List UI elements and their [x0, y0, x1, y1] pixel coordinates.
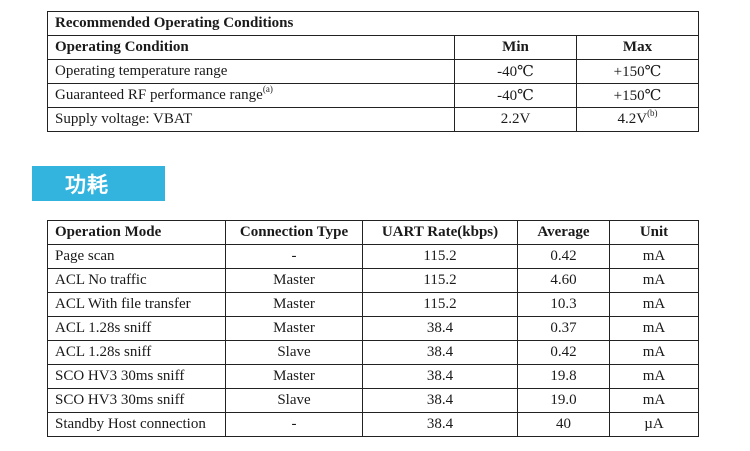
mode-cell: ACL With file transfer — [47, 292, 226, 317]
section-heading-power-consumption: 功耗 — [32, 166, 165, 201]
mode-cell: SCO HV3 30ms sniff — [47, 388, 226, 413]
uart-cell: 38.4 — [362, 316, 518, 341]
min-cell: -40℃ — [454, 83, 577, 108]
condition-text: Operating temperature range — [55, 63, 228, 79]
unit-cell: µA — [609, 412, 699, 437]
average-cell: 0.42 — [517, 244, 610, 269]
table-row: Page scan - 115.2 0.42 mA — [47, 244, 699, 269]
footnote-marker: (a) — [262, 84, 273, 94]
condition-cell: Supply voltage: VBAT — [47, 107, 455, 132]
mode-cell: ACL 1.28s sniff — [47, 340, 226, 365]
uart-cell: 115.2 — [362, 244, 518, 269]
column-header-average: Average — [517, 220, 610, 245]
condition-cell: Guaranteed RF performance range(a) — [47, 83, 455, 108]
uart-cell: 38.4 — [362, 412, 518, 437]
table-title-row: Recommended Operating Conditions — [46, 11, 700, 36]
average-cell: 0.42 — [517, 340, 610, 365]
uart-cell: 115.2 — [362, 268, 518, 293]
unit-cell: mA — [609, 292, 699, 317]
operating-conditions-table: Recommended Operating Conditions Operati… — [46, 11, 700, 132]
table-row: ACL 1.28s sniff Master 38.4 0.37 mA — [47, 316, 699, 341]
unit-cell: mA — [609, 364, 699, 389]
connection-cell: Master — [225, 316, 363, 341]
table-row: ACL With file transfer Master 115.2 10.3… — [47, 292, 699, 317]
average-cell: 0.37 — [517, 316, 610, 341]
uart-cell: 38.4 — [362, 364, 518, 389]
connection-cell: Slave — [225, 388, 363, 413]
unit-cell: mA — [609, 340, 699, 365]
uart-cell: 38.4 — [362, 388, 518, 413]
connection-cell: - — [225, 412, 363, 437]
max-cell: +150℃ — [575, 59, 700, 84]
table-row: Standby Host connection - 38.4 40 µA — [47, 412, 699, 437]
uart-cell: 38.4 — [362, 340, 518, 365]
average-cell: 40 — [517, 412, 610, 437]
uart-cell: 115.2 — [362, 292, 518, 317]
table-header-row: Operation Mode Connection Type UART Rate… — [47, 220, 699, 245]
average-cell: 4.60 — [517, 268, 610, 293]
connection-cell: Master — [225, 292, 363, 317]
column-header-min: Min — [454, 35, 577, 60]
column-header-mode: Operation Mode — [47, 220, 226, 245]
condition-text: Guaranteed RF performance range — [55, 87, 263, 103]
condition-cell: Operating temperature range — [47, 59, 455, 84]
min-cell: -40℃ — [454, 59, 577, 84]
table-row: ACL No traffic Master 115.2 4.60 mA — [47, 268, 699, 293]
table-row: Operating temperature range -40℃ +150℃ — [47, 59, 700, 84]
table-header-row: Operating Condition Min Max — [47, 35, 700, 60]
mode-cell: ACL 1.28s sniff — [47, 316, 226, 341]
column-header-connection: Connection Type — [225, 220, 363, 245]
table-row: ACL 1.28s sniff Slave 38.4 0.42 mA — [47, 340, 699, 365]
unit-cell: mA — [609, 268, 699, 293]
footnote-marker: (b) — [647, 108, 658, 118]
min-cell: 2.2V — [454, 107, 577, 132]
max-text: +150℃ — [613, 64, 662, 80]
column-header-max: Max — [575, 35, 700, 60]
mode-cell: ACL No traffic — [47, 268, 226, 293]
unit-cell: mA — [609, 244, 699, 269]
max-cell: +150℃ — [575, 83, 700, 108]
table-row: Supply voltage: VBAT 2.2V 4.2V(b) — [47, 107, 700, 132]
unit-cell: mA — [609, 316, 699, 341]
connection-cell: Master — [225, 364, 363, 389]
table-row: SCO HV3 30ms sniff Master 38.4 19.8 mA — [47, 364, 699, 389]
condition-text: Supply voltage: VBAT — [55, 111, 193, 127]
power-consumption-table: Operation Mode Connection Type UART Rate… — [47, 220, 699, 437]
connection-cell: - — [225, 244, 363, 269]
mode-cell: Page scan — [47, 244, 226, 269]
average-cell: 10.3 — [517, 292, 610, 317]
table-row: Guaranteed RF performance range(a) -40℃ … — [47, 83, 700, 108]
column-header-condition: Operating Condition — [47, 35, 455, 60]
column-header-uart: UART Rate(kbps) — [362, 220, 518, 245]
table-row: SCO HV3 30ms sniff Slave 38.4 19.0 mA — [47, 388, 699, 413]
average-cell: 19.8 — [517, 364, 610, 389]
connection-cell: Master — [225, 268, 363, 293]
table-title: Recommended Operating Conditions — [46, 11, 700, 36]
average-cell: 19.0 — [517, 388, 610, 413]
max-text: +150℃ — [613, 88, 662, 104]
max-text: 4.2V — [617, 111, 648, 127]
mode-cell: Standby Host connection — [47, 412, 226, 437]
unit-cell: mA — [609, 388, 699, 413]
connection-cell: Slave — [225, 340, 363, 365]
column-header-unit: Unit — [609, 220, 699, 245]
max-cell: 4.2V(b) — [575, 107, 700, 132]
mode-cell: SCO HV3 30ms sniff — [47, 364, 226, 389]
